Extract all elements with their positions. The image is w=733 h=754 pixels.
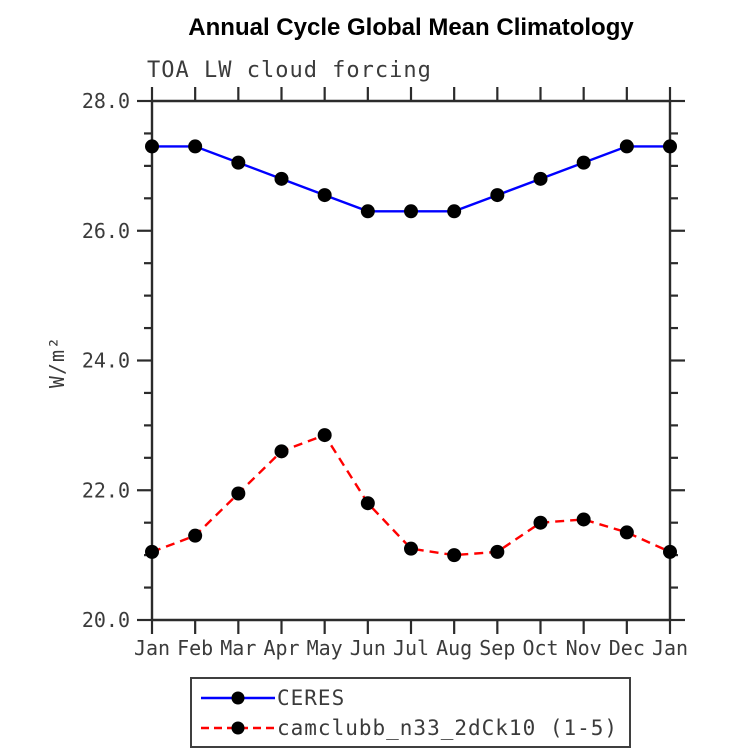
chart-subtitle: TOA LW cloud forcing bbox=[147, 58, 432, 83]
y-tick-label: 26.0 bbox=[82, 219, 130, 243]
data-point bbox=[619, 525, 634, 540]
data-point bbox=[274, 171, 289, 186]
legend-line-sample-solid bbox=[201, 691, 275, 704]
data-point bbox=[619, 139, 634, 154]
data-point bbox=[447, 548, 462, 563]
x-tick-label: Oct bbox=[522, 636, 558, 660]
plot-area: 20.0 22.0 24.0 26.0 28.0 Jan Feb Mar Apr May Jun Ju… bbox=[82, 87, 688, 660]
legend-marker-dot bbox=[231, 691, 245, 704]
data-point bbox=[576, 155, 591, 170]
data-point bbox=[490, 544, 505, 559]
series-line-0 bbox=[152, 145, 670, 213]
data-point bbox=[317, 188, 332, 203]
data-point bbox=[447, 204, 462, 219]
legend: CERES camclubb_n33_2dCk10 (1-5) bbox=[190, 677, 631, 748]
legend-item-camclubb: camclubb_n33_2dCk10 (1-5) bbox=[199, 714, 629, 742]
data-point bbox=[188, 139, 203, 154]
data-point bbox=[663, 139, 677, 154]
y-tick-label: 20.0 bbox=[82, 608, 130, 632]
y-tick-label: 22.0 bbox=[82, 478, 130, 502]
legend-label-camclubb: camclubb_n33_2dCk10 (1-5) bbox=[277, 715, 619, 740]
data-point bbox=[490, 188, 505, 203]
data-point bbox=[145, 139, 159, 154]
x-tick-label: Feb bbox=[177, 636, 213, 660]
data-point bbox=[360, 204, 375, 219]
data-point bbox=[663, 544, 677, 559]
data-point bbox=[576, 512, 591, 527]
data-point bbox=[274, 444, 289, 459]
legend-marker-dot bbox=[231, 721, 245, 734]
x-tick-label: Jun bbox=[350, 636, 386, 660]
legend-line-sample-dashed bbox=[201, 721, 275, 734]
data-point bbox=[404, 204, 418, 219]
data-point bbox=[317, 428, 332, 443]
y-tick-label: 28.0 bbox=[82, 89, 130, 113]
legend-label-ceres: CERES bbox=[277, 685, 346, 710]
data-point bbox=[188, 528, 203, 543]
x-tick-label: Jan bbox=[652, 636, 688, 660]
data-point bbox=[360, 496, 375, 511]
data-point bbox=[145, 544, 159, 559]
legend-item-ceres: CERES bbox=[199, 684, 629, 712]
data-point bbox=[404, 541, 418, 556]
chart-title: Annual Cycle Global Mean Climatology bbox=[188, 14, 634, 41]
x-tick-label: Aug bbox=[436, 636, 472, 660]
y-tick-label: 24.0 bbox=[82, 349, 130, 373]
x-tick-label: Jul bbox=[393, 636, 429, 660]
data-point bbox=[231, 155, 246, 170]
x-tick-label: Dec bbox=[609, 636, 645, 660]
series-line-1 bbox=[151, 433, 671, 557]
data-point bbox=[231, 486, 246, 501]
x-tick-label: Mar bbox=[220, 636, 256, 660]
data-point bbox=[533, 171, 548, 186]
x-tick-label: May bbox=[307, 636, 343, 660]
x-tick-label: Apr bbox=[263, 636, 299, 660]
x-tick-label: Nov bbox=[566, 636, 602, 660]
x-tick-label: Jan bbox=[134, 636, 170, 660]
x-tick-label: Sep bbox=[479, 636, 515, 660]
data-point bbox=[533, 515, 548, 530]
